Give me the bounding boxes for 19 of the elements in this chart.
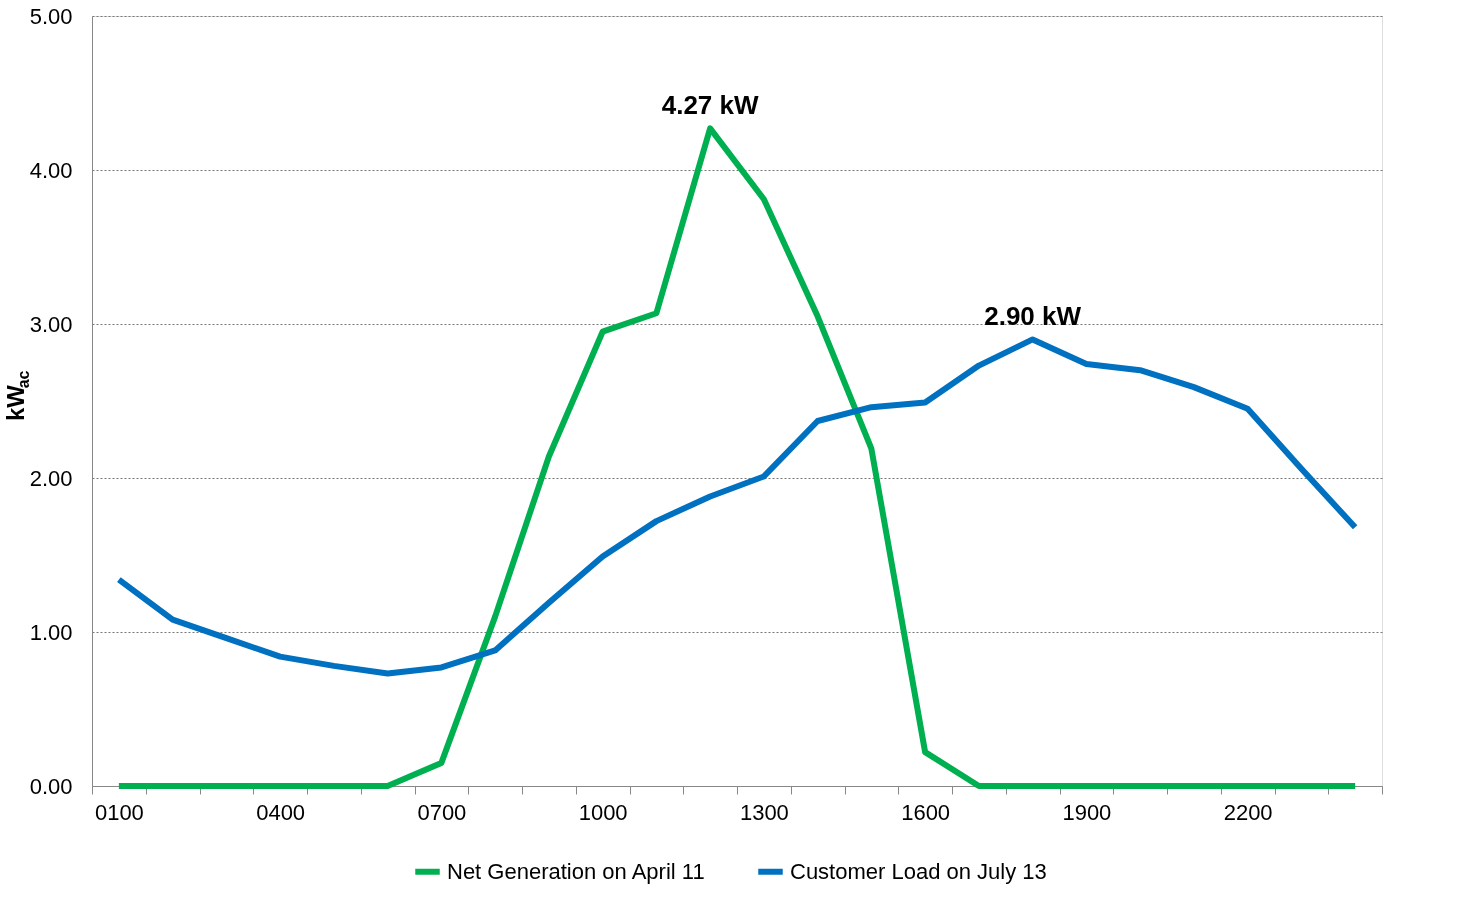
y-tick-label: 5.00 — [29, 3, 73, 29]
annotation: 2.90 kW — [984, 301, 1082, 332]
legend-label: Customer Load on July 13 — [790, 858, 1047, 884]
x-tick-label: 0400 — [256, 799, 306, 825]
legend-label: Net Generation on April 11 — [447, 858, 705, 884]
y-tick-label: 3.00 — [29, 311, 73, 337]
y-axis-title: kWac — [2, 370, 32, 421]
x-tick-label: 1300 — [739, 799, 789, 825]
x-tick-label: 2200 — [1223, 799, 1273, 825]
y-tick-label: 2.00 — [29, 465, 73, 491]
x-tick-label: 0700 — [417, 799, 467, 825]
x-tick-label: 0100 — [94, 799, 144, 825]
x-tick-label: 1900 — [1062, 799, 1112, 825]
y-tick-label: 1.00 — [29, 619, 73, 645]
annotation: 4.27 kW — [661, 90, 759, 121]
x-tick-label: 1600 — [901, 799, 951, 825]
y-tick-label: 0.00 — [29, 773, 73, 799]
y-tick-label: 4.00 — [29, 157, 73, 183]
x-tick-label: 1000 — [578, 799, 628, 825]
